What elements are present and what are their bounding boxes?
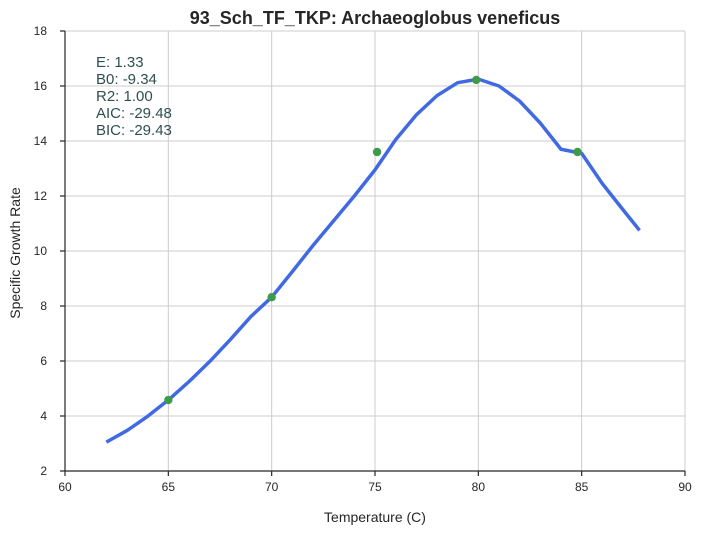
data-point: [372, 147, 382, 157]
y-tick-label: 18: [34, 24, 48, 38]
fit-stat-label: AIC:: [96, 105, 129, 122]
y-tick-label: 6: [40, 354, 47, 368]
fit-stat-line: B0: -9.34: [96, 71, 157, 88]
y-tick-label: 16: [34, 79, 48, 93]
x-tick-label: 80: [472, 480, 486, 494]
y-tick-label: 12: [34, 189, 48, 203]
fit-stat-label: R2:: [96, 88, 124, 105]
grid: [65, 30, 686, 471]
fit-stat-label: B0:: [96, 71, 123, 88]
x-tick-label: 85: [575, 480, 589, 494]
data-point: [472, 75, 481, 85]
y-tick-label: 2: [40, 464, 47, 478]
data-point: [267, 293, 276, 302]
fit-stat-line: BIC: -29.43: [96, 122, 172, 139]
x-axis-label: Temperature (C): [324, 509, 426, 525]
x-tick-label: 70: [265, 480, 279, 494]
series-layer: [105, 75, 641, 444]
fit-stat-label: E:: [96, 54, 114, 71]
y-tick-label: 4: [40, 409, 47, 423]
fit-stat-value: 1.33: [114, 54, 143, 71]
data-point: [573, 147, 582, 157]
x-tick-label: 65: [162, 480, 176, 494]
fit-stat-line: AIC: -29.48: [96, 105, 172, 122]
chart-title: 93_Sch_TF_TKP: Archaeoglobus veneficus: [190, 8, 560, 28]
fit-stat-value: 1.00: [124, 88, 153, 105]
x-tick-label: 90: [678, 480, 692, 494]
fit-stat-line: R2: 1.00: [96, 88, 153, 105]
fit-stat-value: -29.48: [129, 105, 172, 122]
y-tick-label: 10: [34, 244, 48, 258]
tick-labels: 60 65 70 75 80 85 90 2 4 6 8 10 12 14 16 18: [34, 24, 692, 494]
y-tick-label: 14: [34, 134, 48, 148]
fit-stat-value: -29.43: [129, 122, 172, 139]
fit-curve: [105, 77, 641, 444]
x-tick-label: 75: [368, 480, 382, 494]
y-axis-label: Specific Growth Rate: [7, 187, 23, 319]
x-tick-label: 60: [58, 480, 72, 494]
axes: [60, 30, 686, 476]
data-point: [164, 395, 173, 405]
fit-stat-value: -9.34: [123, 71, 157, 88]
fit-stat-label: BIC:: [96, 122, 129, 139]
y-tick-label: 8: [40, 299, 47, 313]
fit-stat-line: E: 1.33: [96, 54, 144, 71]
